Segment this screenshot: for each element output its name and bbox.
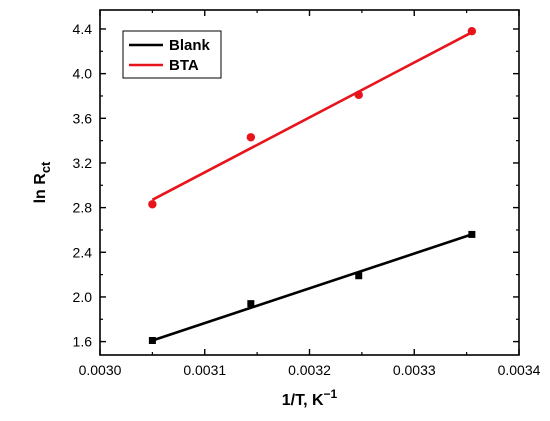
y-tick-label: 1.6 (73, 334, 93, 350)
x-tick-label: 0.0031 (183, 362, 226, 378)
y-axis: 1.6 2.0 2.4 2.8 3.2 3.6 4.0 4.4 (73, 21, 519, 350)
x-tick-label: 0.0032 (288, 362, 331, 378)
x-axis: 0.0030 0.0031 0.0032 0.0033 0.0034 (79, 10, 541, 378)
data-point (468, 230, 476, 238)
y-tick-label: 4.4 (73, 21, 93, 37)
data-point (246, 133, 256, 142)
legend-label: Blank (169, 37, 211, 54)
y-tick-label: 2.4 (73, 244, 93, 260)
fit-line (151, 31, 473, 201)
data-point (355, 272, 363, 280)
data-point (148, 200, 157, 209)
y-axis-title-main: ln R (32, 173, 49, 204)
x-axis-title: 1/T, K−1 (282, 387, 338, 409)
x-axis-title-main: 1/T, K (282, 392, 324, 409)
legend: Blank BTA (122, 30, 222, 79)
series-layer (148, 27, 477, 344)
y-axis-title: ln Rct (32, 161, 53, 203)
x-tick-label: 0.0034 (498, 362, 541, 378)
y-tick-label: 4.0 (73, 66, 93, 82)
y-tick-label: 3.2 (73, 155, 93, 171)
fit-line (151, 233, 473, 342)
y-tick-label: 2.8 (73, 200, 93, 216)
series-blank (148, 230, 476, 344)
y-tick-label: 3.6 (73, 110, 93, 126)
series-bta (148, 27, 477, 209)
legend-label: BTA (169, 57, 199, 74)
y-axis-title-subscript: ct (38, 161, 53, 173)
legend-box (122, 30, 222, 79)
y-tick-label: 2.0 (73, 289, 93, 305)
data-point (467, 27, 477, 36)
x-axis-title-superscript: −1 (324, 387, 338, 401)
x-tick-label: 0.0030 (79, 362, 122, 378)
data-point (354, 90, 363, 100)
x-tick-label: 0.0033 (393, 362, 436, 378)
data-point (247, 300, 255, 308)
data-point (148, 336, 156, 344)
